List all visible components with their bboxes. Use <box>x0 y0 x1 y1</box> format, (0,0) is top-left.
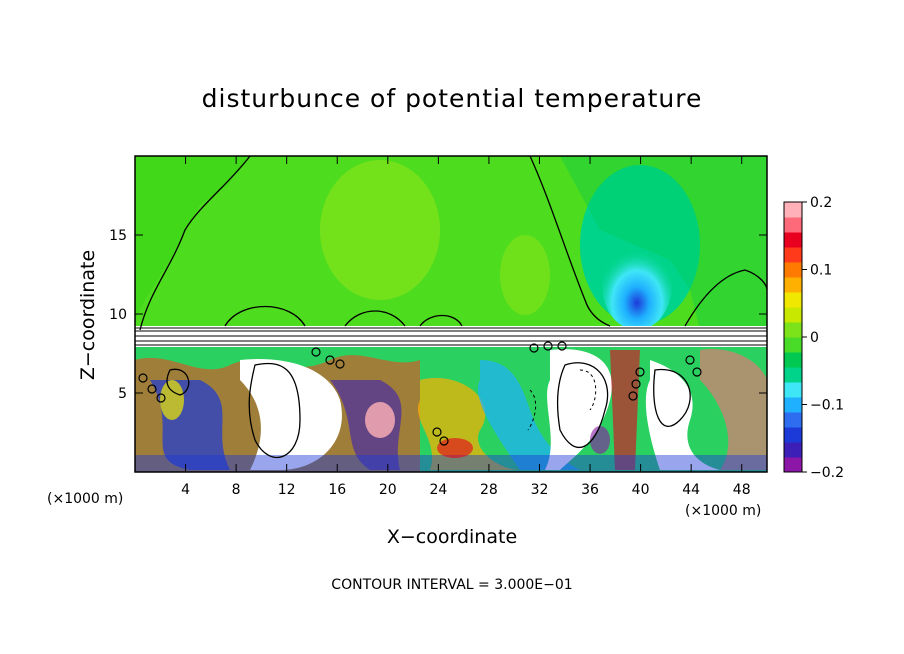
colorbar-tick-label: 0.1 <box>810 263 832 279</box>
colorbar-tick-label: −0.1 <box>810 398 844 414</box>
colorbar-segment <box>784 247 802 263</box>
colorbar-segment <box>784 337 802 353</box>
colorbar-segment <box>784 382 802 398</box>
x-unit-label-left: (×1000 m) <box>47 491 124 507</box>
x-unit-label-right: (×1000 m) <box>685 503 762 519</box>
colorbar-tick-label: −0.2 <box>810 465 844 481</box>
colorbar-segment <box>784 367 802 383</box>
colorbar-tick-label: 0.2 <box>810 195 832 211</box>
colorbar-segment <box>784 352 802 368</box>
y-axis-ticks: 5 10 15 <box>109 228 767 402</box>
y-tick-label: 10 <box>109 307 127 323</box>
contour-interval-label: CONTOUR INTERVAL = 3.000E−01 <box>331 577 573 593</box>
colorbar-segment <box>784 322 802 338</box>
y-tick-label: 5 <box>118 386 127 402</box>
x-axis-label: X−coordinate <box>386 526 518 548</box>
chart-title: disturbunce of potential temperature <box>201 84 703 113</box>
colorbar-segment <box>784 397 802 413</box>
x-tick-label: 4 <box>181 482 190 498</box>
x-tick-label: 24 <box>429 482 447 498</box>
colorbar <box>783 201 803 473</box>
colorbar-segment <box>784 427 802 443</box>
colorbar-segment <box>784 442 802 458</box>
colorbar-segment <box>784 457 802 473</box>
x-axis-ticks: 4 8 12 16 20 24 28 32 36 40 44 48 <box>181 156 751 498</box>
colorbar-segment <box>784 202 802 218</box>
colorbar-segment <box>784 307 802 323</box>
y-tick-label: 15 <box>109 228 127 244</box>
colorbar-segment <box>784 412 802 428</box>
x-tick-label: 28 <box>480 482 498 498</box>
colorbar-segment <box>784 277 802 293</box>
colorbar-segment <box>784 232 802 248</box>
colorbar-tick-label: 0 <box>810 330 819 346</box>
x-tick-label: 8 <box>232 482 241 498</box>
x-tick-label: 40 <box>632 482 650 498</box>
colorbar-ticks: 0.2 0.1 0 −0.1 −0.2 <box>802 195 844 481</box>
colorbar-segment <box>784 292 802 308</box>
x-tick-label: 48 <box>733 482 751 498</box>
x-tick-label: 32 <box>531 482 549 498</box>
x-tick-label: 20 <box>379 482 397 498</box>
x-tick-label: 12 <box>278 482 296 498</box>
colorbar-segment <box>784 217 802 233</box>
x-tick-label: 44 <box>682 482 700 498</box>
x-tick-label: 16 <box>328 482 346 498</box>
heatmap-field <box>135 156 767 472</box>
colorbar-segment <box>784 262 802 278</box>
x-tick-label: 36 <box>581 482 599 498</box>
